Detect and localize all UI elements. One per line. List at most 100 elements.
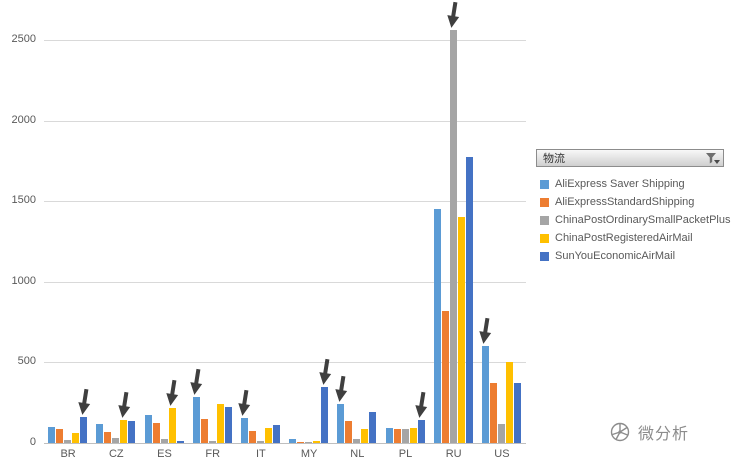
chart-bar (345, 421, 353, 443)
chart-bar (385, 428, 393, 443)
down-arrow-annotation (411, 390, 432, 425)
chart-bar (369, 412, 377, 443)
down-arrow-annotation (113, 390, 134, 425)
chart-bar (240, 418, 248, 443)
down-arrow-annotation (186, 367, 207, 402)
y-axis-tick-label: 2000 (11, 113, 36, 126)
watermark: 微分析 (608, 420, 689, 444)
legend-label: ChinaPostRegisteredAirMail (555, 232, 693, 244)
legend-swatch (540, 251, 549, 261)
down-arrow-annotation (314, 357, 335, 392)
x-axis-category-label: CZ (108, 448, 124, 460)
legend-label: ChinaPostOrdinarySmallPacketPlus (555, 214, 731, 226)
watermark-logo-icon (610, 422, 630, 442)
chart-bar (497, 424, 505, 443)
chart-bar (481, 346, 489, 443)
chart-bar (120, 419, 128, 443)
chart-bar (72, 433, 80, 443)
chart-bar (200, 419, 208, 443)
chart-bar (248, 431, 256, 443)
legend-item: AliExpress Saver Shipping (536, 175, 724, 193)
legend-swatch (540, 215, 549, 225)
y-axis-tick-label: 500 (17, 355, 36, 368)
legend-items: AliExpress Saver Shipping AliExpressStand… (536, 175, 730, 265)
chart-bar (256, 441, 264, 443)
chart-bar (289, 439, 297, 443)
chart-bar (48, 426, 56, 443)
down-arrow-annotation (330, 374, 351, 409)
chart-bar (297, 442, 305, 443)
gridline (44, 281, 526, 283)
y-axis-tick-label: 1500 (11, 194, 36, 207)
chart-bar (513, 383, 521, 443)
legend-label: AliExpressStandardShipping (555, 196, 695, 208)
field-filter-label: 物流 (543, 153, 565, 165)
gridline (44, 40, 526, 41)
legend-item: ChinaPostRegisteredAirMail (536, 229, 724, 247)
chart-bar (449, 30, 457, 443)
legend-label: AliExpress Saver Shipping (555, 178, 685, 190)
chart-bar (224, 407, 232, 443)
chart-bar (417, 419, 425, 443)
chart-bar (321, 387, 329, 443)
down-arrow-annotation (443, 0, 464, 35)
chart-bar (216, 404, 224, 443)
chart-bar (401, 429, 409, 443)
chart-bar (505, 362, 513, 443)
filter-funnel-icon (706, 152, 720, 164)
chart-bar (457, 217, 465, 443)
gridline (44, 201, 526, 203)
chart-bar (441, 311, 449, 443)
down-arrow-annotation (475, 316, 496, 351)
watermark-text: 微分析 (638, 426, 690, 443)
chart-bar (465, 157, 473, 443)
chart-bar (128, 421, 136, 443)
y-axis-tick-label: 0 (29, 436, 36, 448)
down-arrow-annotation (234, 388, 255, 423)
y-axis-tick-label: 2500 (11, 33, 36, 45)
chart-bar (168, 408, 176, 443)
chart-bar (393, 429, 401, 443)
chart-bar (112, 438, 120, 443)
field-filter-button[interactable]: 物流 (536, 149, 724, 167)
chart-bar (160, 439, 168, 443)
legend-item: AliExpressStandardShipping (536, 193, 724, 211)
x-axis-category-label: NL (350, 448, 365, 460)
chart-bar (80, 417, 88, 443)
x-axis-category-label: IT (256, 448, 266, 460)
chart-bar (305, 442, 313, 443)
chart-bar (337, 404, 345, 443)
chart-bar (409, 428, 417, 443)
chart-bar (208, 441, 216, 443)
gridline (44, 362, 526, 364)
chart-bar (313, 441, 321, 443)
down-arrow-annotation (73, 387, 94, 422)
legend-swatch (540, 233, 549, 243)
x-axis-category-label: MY (300, 448, 318, 460)
x-axis-category-label: RU (445, 448, 462, 460)
chart-bar (152, 423, 160, 443)
x-axis-category-label: BR (60, 448, 76, 460)
legend-item: ChinaPostOrdinarySmallPacketPlus (536, 211, 730, 229)
x-axis-category-label: ES (157, 448, 172, 460)
x-axis-category-label: FR (205, 448, 221, 460)
chart-bar (433, 208, 441, 443)
x-axis-category-label: PL (398, 448, 413, 460)
chart-bar (176, 440, 184, 443)
chart-bar (104, 432, 112, 443)
gridline (44, 120, 526, 122)
y-axis-tick-label: 1000 (11, 274, 36, 287)
chart-bar (64, 439, 72, 443)
chart-bar (353, 439, 361, 443)
legend: 物流 AliExpress Saver Shipping AliExpressSt… (536, 149, 730, 265)
gridline (44, 443, 526, 444)
chart-bar (56, 428, 64, 443)
legend-swatch (540, 197, 549, 207)
legend-swatch (540, 179, 549, 189)
chart-bar (272, 424, 280, 443)
x-axis-category-label: US (494, 448, 510, 460)
legend-label: SunYouEconomicAirMail (555, 250, 676, 262)
chart-bar (489, 383, 497, 443)
chart-bar (361, 429, 369, 443)
